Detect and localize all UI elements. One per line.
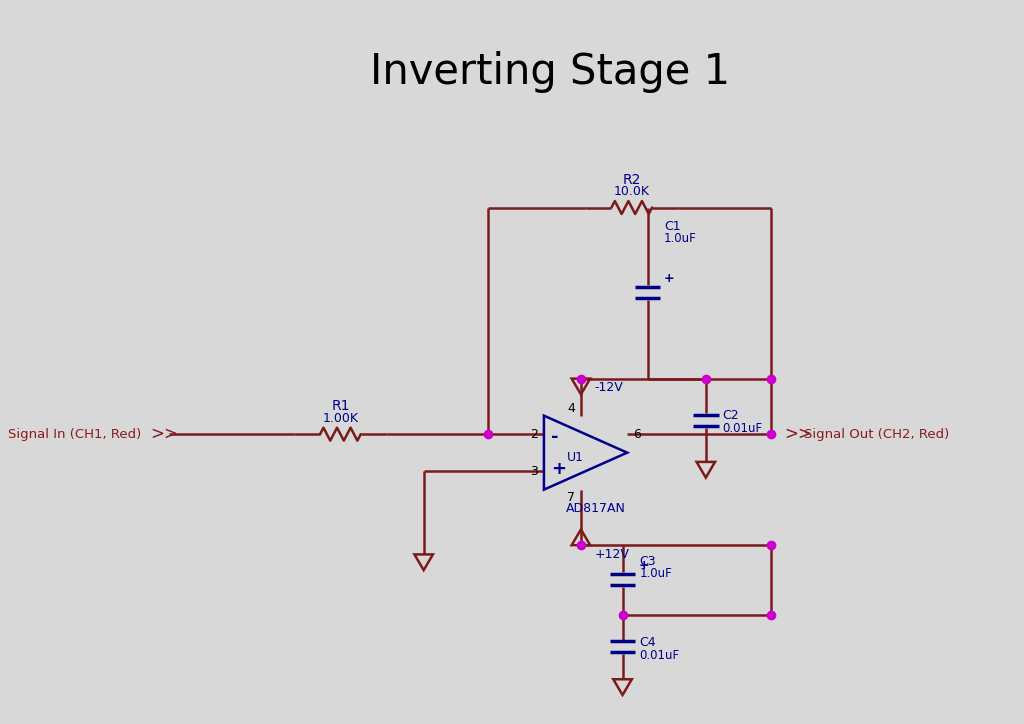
Text: -12V: -12V: [595, 382, 624, 395]
Text: +: +: [551, 460, 566, 479]
Text: Signal Out (CH2, Red): Signal Out (CH2, Red): [804, 428, 949, 441]
Text: -: -: [551, 428, 559, 446]
Text: +: +: [664, 272, 674, 285]
Text: R2: R2: [623, 173, 641, 187]
Text: 3: 3: [530, 465, 539, 478]
Text: >>: >>: [150, 425, 178, 443]
Text: Signal In (CH1, Red): Signal In (CH1, Red): [8, 428, 141, 441]
Text: 0.01uF: 0.01uF: [723, 422, 763, 435]
Text: R1: R1: [331, 400, 349, 413]
Text: 10.0K: 10.0K: [613, 185, 650, 198]
Text: +12V: +12V: [595, 548, 630, 561]
Text: 2: 2: [530, 428, 539, 441]
Text: 1.0uF: 1.0uF: [639, 568, 672, 581]
Text: C1: C1: [665, 219, 681, 232]
Text: 7: 7: [567, 491, 575, 504]
Text: >>: >>: [784, 425, 812, 443]
Text: 4: 4: [567, 402, 575, 415]
Text: Inverting Stage 1: Inverting Stage 1: [371, 51, 730, 93]
Text: 0.01uF: 0.01uF: [639, 649, 679, 662]
Text: C2: C2: [723, 409, 739, 422]
Text: 1.00K: 1.00K: [323, 412, 358, 425]
Text: C4: C4: [639, 636, 655, 649]
Text: U1: U1: [567, 451, 584, 464]
Text: +: +: [638, 559, 649, 572]
Text: C3: C3: [639, 555, 655, 568]
Text: AD817AN: AD817AN: [565, 502, 626, 515]
Text: 1.0uF: 1.0uF: [665, 232, 697, 245]
Text: 6: 6: [633, 428, 641, 441]
